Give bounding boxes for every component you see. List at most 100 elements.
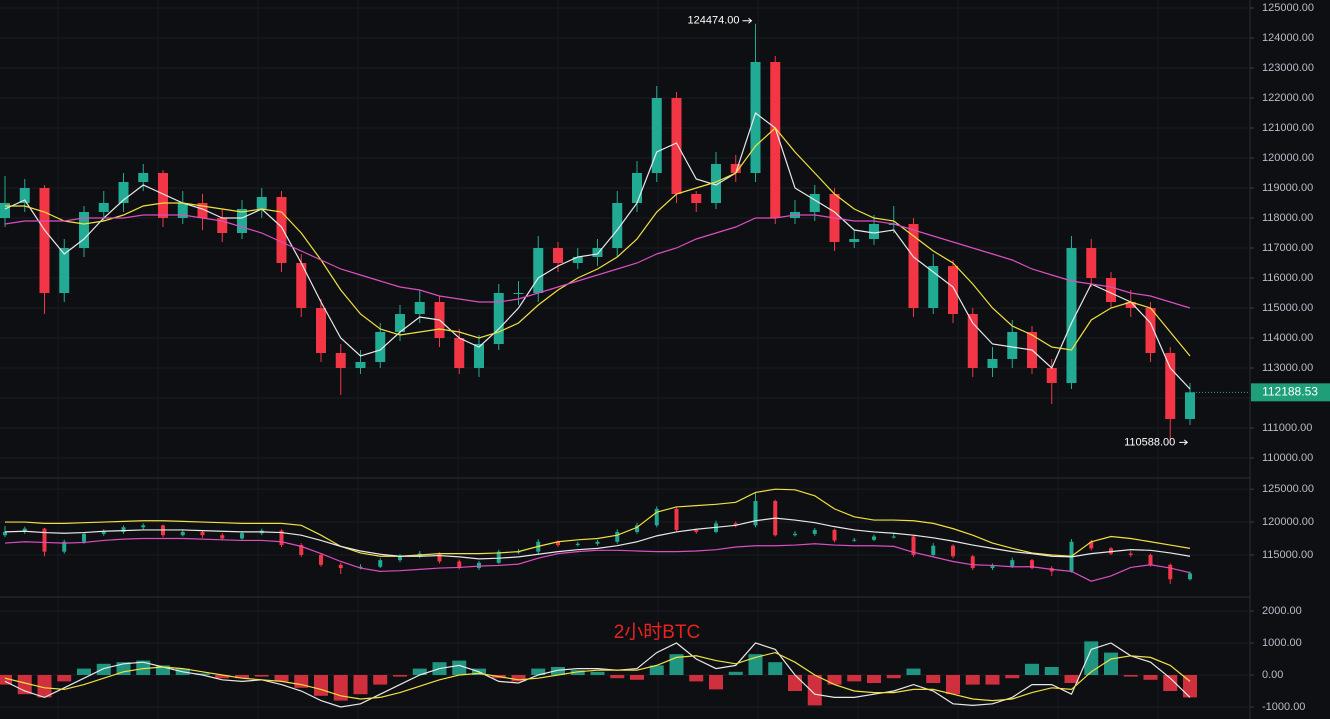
candle-body [98,203,109,213]
candle-body [793,533,797,536]
histogram-bar [1044,666,1059,675]
candle-body [990,566,995,569]
candle-body [141,525,146,528]
candle-body [338,564,343,569]
y-tick-label: 114000.00 [1262,332,1313,344]
candle-body [19,188,30,204]
candle-body [730,164,741,174]
candle-body [1168,564,1173,580]
y-tick-label: 111000.00 [1262,422,1312,434]
candle-body [0,203,10,219]
histogram-bar [1104,652,1118,675]
candle-body [1109,548,1113,554]
histogram-bar [136,660,151,675]
candle-body [279,530,284,546]
y-tick-label: 118000.00 [1262,212,1313,224]
candle-body [378,560,383,567]
candle-body [1165,352,1176,419]
candle-body [454,337,465,368]
candle-body [474,343,484,368]
last-price-label: 112188.53 [1262,385,1318,399]
histogram-bar [985,674,1000,685]
y-tick-label: 0.00 [1262,669,1283,681]
histogram-bar [314,674,328,696]
histogram-bar [195,673,210,675]
candle-body [615,531,620,542]
histogram-bar [1183,674,1197,698]
candle-body [967,313,978,368]
histogram-bar [57,674,72,682]
histogram-bar [748,654,763,675]
histogram-bar [37,674,52,698]
indicator-line [4,112,1191,390]
candle-body [276,197,287,263]
histogram-bar [709,674,723,690]
histogram-bar [96,663,111,675]
candle-body [121,527,126,532]
histogram-bar [649,665,664,675]
candle-body [809,194,820,213]
histogram-bar [1163,674,1178,691]
y-tick-label: 117000.00 [1262,242,1313,254]
y-tick-label: 113000.00 [1262,362,1313,374]
histogram-bar [274,674,289,682]
histogram-bar [551,666,565,675]
candle-body [59,247,70,293]
histogram-bar [906,668,921,675]
candle-body [1148,554,1153,565]
candle-body [654,508,659,526]
histogram-bar [689,674,704,682]
candle-body [891,536,896,538]
candle-body [316,307,326,353]
candle-body [1106,277,1116,302]
histogram-bar [630,674,644,680]
candle-body [750,62,761,174]
max-arrow [742,17,753,24]
candle-body [572,256,583,263]
histogram-bar [254,674,269,677]
candle-body [951,545,955,557]
indicator-line [4,214,1191,309]
candle-body [592,247,603,257]
indicator-line [4,651,1191,702]
candle-body [671,98,682,195]
candle-body [358,566,363,569]
candle-body [319,554,323,565]
histogram-bar [1025,663,1039,675]
candle-body [533,247,544,293]
candle-body [1185,392,1195,419]
candle-body [240,533,244,539]
indicator-line [4,642,1191,708]
y-tick-label: 115000.00 [1262,302,1313,314]
candle-body [138,173,149,183]
candle-body [812,529,817,534]
y-tick-label: 121000.00 [1262,122,1314,134]
candle-body [556,541,560,546]
candle-body [62,541,67,552]
histogram-bar [847,674,862,682]
y-tick-label: 124000.00 [1262,32,1314,44]
candle-body [296,262,307,308]
candle-body [256,197,267,210]
y-tick-label: 122000.00 [1262,92,1314,104]
candle-body [770,62,781,219]
candle-body [82,533,86,542]
candle-body [496,551,501,563]
histogram-bar [827,674,842,685]
candle-body [733,523,738,526]
histogram-bar [373,674,388,685]
histogram-bar [77,668,91,675]
max-label: 124474.00 [688,15,740,27]
y-tick-label: 123000.00 [1262,62,1314,74]
candle-body [375,331,386,362]
candle-body [217,218,228,234]
candle-body [832,529,837,541]
candle-body [220,535,225,539]
y-tick-label: 120000.00 [1262,152,1314,164]
candle-body [398,556,402,561]
candle-body [1089,541,1094,549]
candle-body [1188,573,1192,580]
indicator-line [4,517,1191,560]
